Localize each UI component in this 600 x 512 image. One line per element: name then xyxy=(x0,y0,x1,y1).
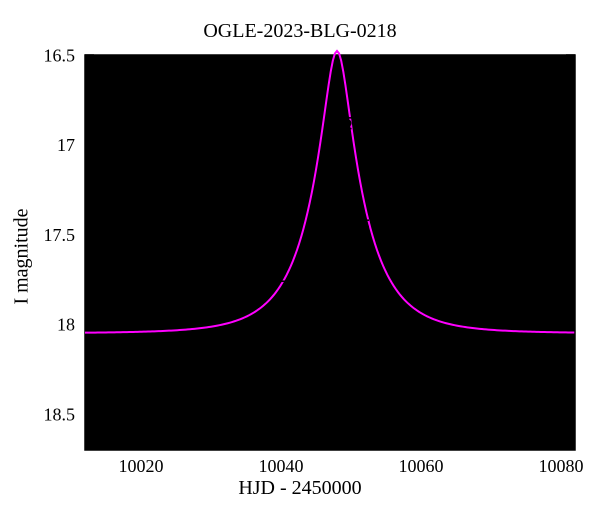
chart-canvas: 10020 10040 10060 10080 16.5 17 17.5 18 18.5 xyxy=(0,0,600,512)
plot-area xyxy=(85,55,575,450)
y-tick-label: 17.5 xyxy=(44,225,76,245)
y-tick-label: 16.5 xyxy=(44,45,76,65)
x-tick-label: 10060 xyxy=(399,456,444,476)
x-tick-label: 10080 xyxy=(539,456,584,476)
x-tick-label: 10040 xyxy=(259,456,304,476)
y-tick-label: 18 xyxy=(57,315,75,335)
y-tick-label: 18.5 xyxy=(44,404,76,424)
x-tick-label: 10020 xyxy=(119,456,164,476)
y-tick-label: 17 xyxy=(57,135,75,155)
